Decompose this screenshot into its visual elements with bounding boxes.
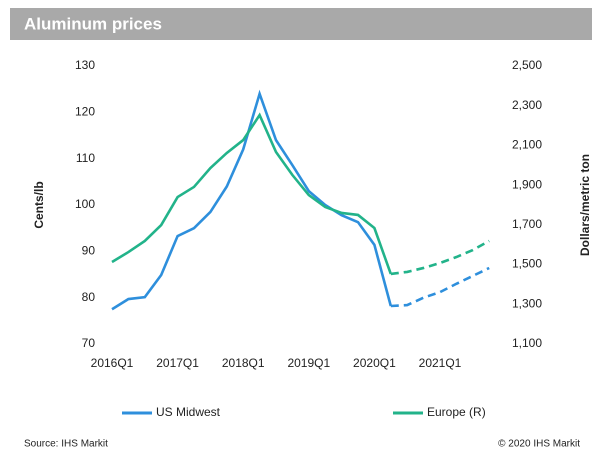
y-tick-label: 90	[82, 244, 96, 258]
y-axis-title: Cents/lb	[32, 181, 46, 228]
y2-tick-label: 2,500	[512, 58, 542, 72]
x-tick-label: 2017Q1	[156, 356, 199, 370]
y-tick-label: 130	[75, 58, 95, 72]
x-tick-label: 2021Q1	[419, 356, 462, 370]
forecast-line	[390, 266, 490, 308]
y2-tick-label: 2,100	[512, 138, 542, 152]
y-tick-label: 70	[82, 336, 96, 350]
x-tick-label: 2018Q1	[222, 356, 265, 370]
series-line	[111, 112, 393, 275]
x-tick-label: 2019Q1	[287, 356, 330, 370]
x-tick-label: 2016Q1	[91, 356, 134, 370]
y2-tick-label: 1,100	[512, 336, 542, 350]
y2-tick-label: 1,900	[512, 177, 542, 191]
legend-label: Europe (R)	[427, 405, 486, 419]
header-bar	[10, 8, 592, 40]
y2-tick-label: 1,300	[512, 296, 542, 310]
y2-tick-label: 1,500	[512, 257, 542, 271]
source: Source: IHS Markit	[24, 439, 108, 450]
y-tick-label: 80	[82, 290, 96, 304]
copyright: © 2020 IHS Markit	[498, 439, 580, 450]
legend-label: US Midwest	[156, 405, 221, 419]
y2-tick-label: 1,700	[512, 217, 542, 231]
chart-title: Aluminum prices	[24, 14, 162, 33]
series-line	[111, 89, 393, 311]
y-tick-label: 100	[75, 197, 95, 211]
y-tick-label: 110	[76, 151, 95, 165]
y2-axis-title: Dollars/metric ton	[578, 154, 592, 256]
y-tick-label: 120	[75, 105, 95, 119]
y2-tick-label: 2,300	[512, 98, 542, 112]
forecast-line	[390, 239, 490, 276]
x-tick-label: 2020Q1	[353, 356, 396, 370]
